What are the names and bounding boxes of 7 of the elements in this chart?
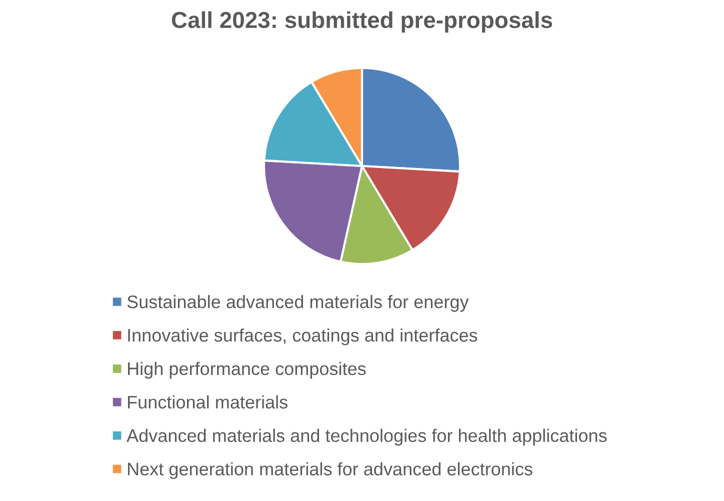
legend-label: Functional materials [128,395,288,409]
legend-label: Advanced materials and technologies for health applications [126,428,607,446]
legend-label: Sustainable advanced materials for energy [127,295,469,312]
chart-title: Call 2023: submitted pre-proposals [172,11,552,33]
legend-label: High performance composites [128,362,366,379]
legend-label: Next generation materials for advanced electronics [128,462,532,480]
legend-label: Innovative surfaces, coatings and interfaces [128,328,478,346]
